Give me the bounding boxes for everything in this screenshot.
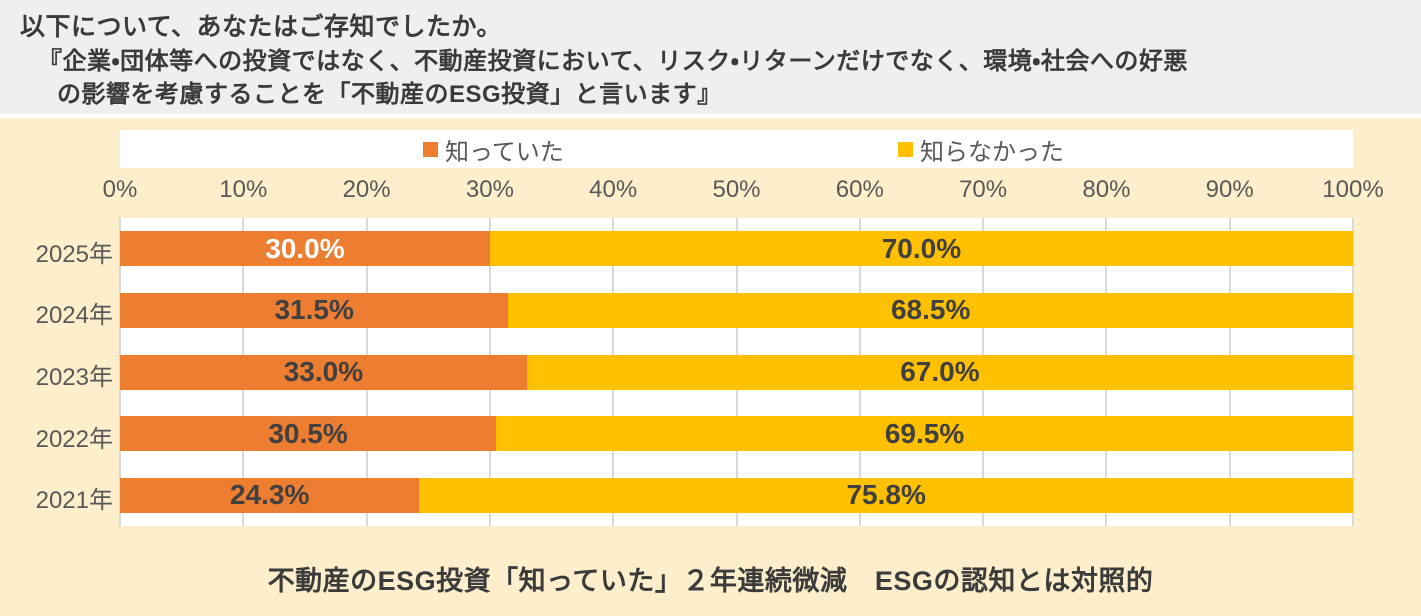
x-axis-tick: 40% [589, 176, 638, 203]
bar-segment-knew: 30.5% [120, 416, 497, 452]
chart-legend: 知っていた 知らなかった [120, 130, 1353, 168]
bar-segment-unknown: 70.0% [489, 231, 1353, 267]
y-axis-label: 2023年 [35, 364, 113, 391]
legend-label-unknown: 知らなかった [920, 138, 1064, 166]
x-axis-tick: 80% [1082, 176, 1131, 203]
bar-row: 31.5% 68.5% [120, 292, 1353, 328]
gridline [1352, 218, 1354, 526]
bar-segment-knew: 24.3% [120, 477, 420, 513]
y-axis-label: 2022年 [35, 425, 113, 453]
legend-swatch-unknown-icon [898, 141, 913, 157]
bar-row: 30.5% 69.5% [120, 416, 1353, 452]
legend-item-unknown: 知らなかった [898, 130, 1064, 168]
x-axis-tick: 30% [465, 176, 514, 203]
legend-item-knew: 知っていた [423, 130, 564, 168]
y-axis-label: 2024年 [35, 302, 113, 330]
plot-area: 30.0% 70.0% 31.5% 68.5% 33.0% 67.0% 30.5% 69.5%… [119, 218, 1354, 526]
header-divider [0, 114, 1421, 118]
chart-panel: 知っていた 知らなかった 0% 10% 20% 30% 40% 50% 60% 70% 80% 9… [0, 118, 1421, 616]
x-axis-tick: 100% [1322, 176, 1384, 203]
legend-swatch-knew-icon [423, 141, 438, 157]
bar-segment-knew: 30.0% [120, 231, 490, 267]
bar-segment-unknown: 68.5% [508, 292, 1353, 328]
x-axis-tick: 70% [959, 176, 1008, 203]
question-header: 以下について、あなたはご存知でしたか。 『企業・団体等への投資ではなく、不動産投… [0, 0, 1421, 114]
question-body-line1: 『企業・団体等への投資ではなく、不動産投資において、リスク・リターンだけでなく、… [38, 48, 1188, 75]
x-axis-tick: 50% [712, 176, 761, 203]
bar-segment-unknown: 69.5% [496, 416, 1353, 452]
x-axis-tick: 20% [342, 176, 391, 203]
x-axis-tick: 10% [219, 176, 268, 203]
x-axis: 0% 10% 20% 30% 40% 50% 60% 70% 80% 90% 100% [103, 176, 1384, 206]
bar-row: 33.0% 67.0% [120, 354, 1353, 390]
bar-segment-knew: 33.0% [120, 354, 527, 390]
x-axis-tick: 60% [835, 176, 884, 203]
legend-label-knew: 知っていた [445, 138, 564, 166]
y-axis-label: 2021年 [35, 487, 113, 515]
x-axis-tick: 0% [102, 176, 138, 203]
question-title: 以下について、あなたはご存知でしたか。 [20, 13, 503, 41]
question-body-line2: の影響を考慮することを「不動産のESG投資」と言います』 [57, 81, 722, 108]
bar-segment-knew: 31.5% [120, 292, 509, 328]
chart-caption: 不動産のESG投資「知っていた」２年連続微減 ESGの認知とは対照的 [267, 566, 1154, 596]
x-axis-tick: 90% [1205, 176, 1254, 203]
y-axis-label: 2025年 [35, 240, 113, 268]
bar-row: 24.3% 75.8% [120, 477, 1353, 513]
bar-segment-unknown: 75.8% [419, 477, 1353, 513]
bar-row: 30.0% 70.0% [120, 231, 1353, 267]
bar-segment-unknown: 67.0% [526, 354, 1353, 390]
